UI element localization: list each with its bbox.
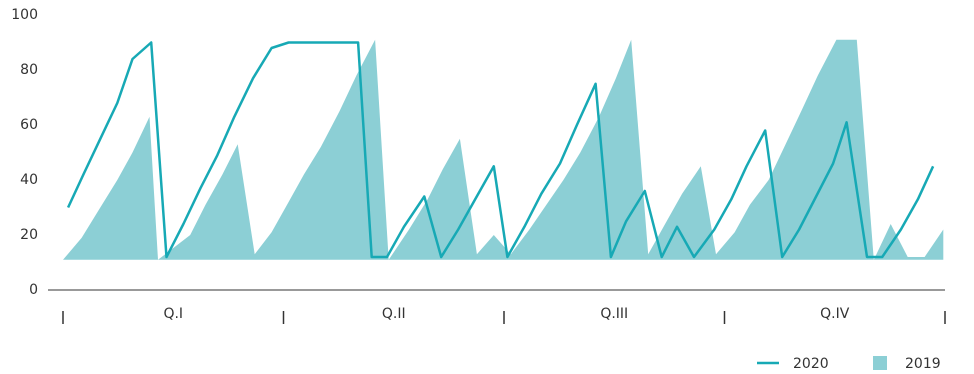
legend-label: 2020: [793, 356, 829, 372]
y-tick-label: 0: [29, 282, 38, 298]
quarter-label: Q.II: [382, 306, 406, 322]
y-tick-label: 20: [20, 227, 38, 243]
y-tick-label: 80: [20, 62, 38, 78]
quarter-label: Q.III: [600, 306, 628, 322]
y-tick-label: 100: [11, 7, 38, 23]
line: [66, 41, 935, 259]
legend-label: 2019: [905, 356, 941, 372]
y-tick-label: 40: [20, 172, 38, 188]
legend-swatch: [873, 356, 887, 370]
quarter-label: Q.IV: [820, 306, 850, 322]
y-tick-label: 60: [20, 117, 38, 133]
area: [63, 39, 944, 260]
quarter-label: Q.I: [163, 306, 183, 322]
